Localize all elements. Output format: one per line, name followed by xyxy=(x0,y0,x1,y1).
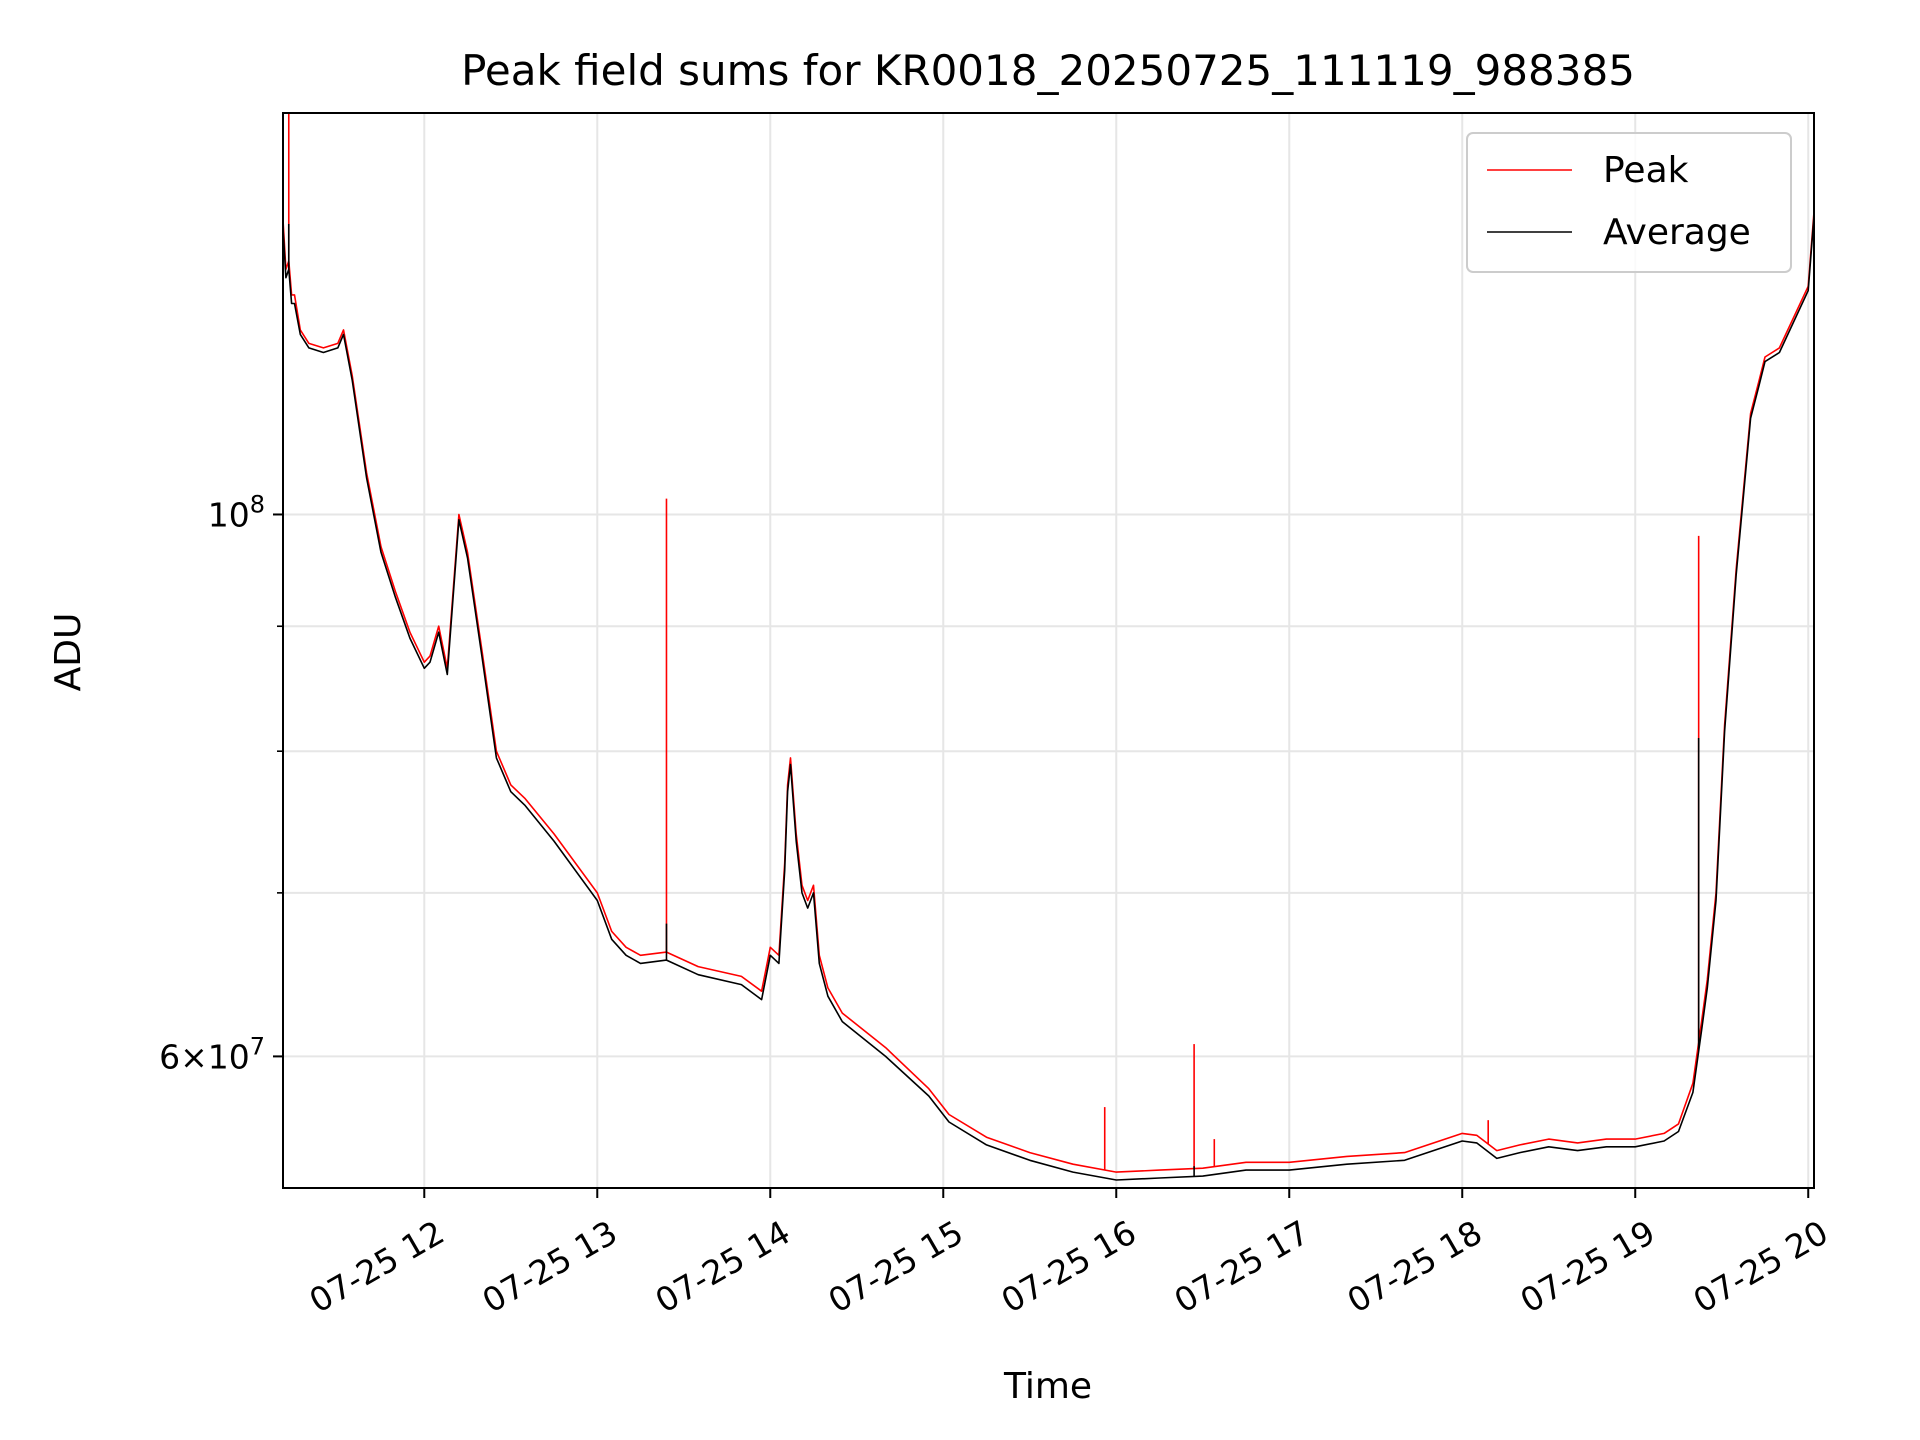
x-tick-label: 07-25 17 xyxy=(1168,1213,1316,1321)
series-layer xyxy=(282,113,1815,1181)
y-tick-label: 6×107 xyxy=(159,1032,265,1076)
x-tick-label: 07-25 15 xyxy=(822,1213,970,1321)
x-tick-label: 07-25 18 xyxy=(1341,1213,1489,1321)
x-tick-label: 07-25 19 xyxy=(1514,1213,1662,1321)
x-axis-label: Time xyxy=(1003,1366,1092,1407)
chart-title: Peak field sums for KR0018_20250725_1111… xyxy=(461,46,1635,95)
series-line-peak xyxy=(282,211,1815,1173)
legend: Peak Average xyxy=(1466,132,1792,273)
x-tick-label: 07-25 14 xyxy=(649,1213,797,1321)
x-tick-label: 07-25 16 xyxy=(995,1213,1143,1321)
y-tick-label: 108 xyxy=(208,490,265,534)
x-tick-label: 07-25 13 xyxy=(476,1213,624,1321)
legend-label-peak: Peak xyxy=(1603,150,1689,191)
plot-frame xyxy=(282,112,1815,1189)
grid-lines xyxy=(283,113,1814,1188)
legend-label-average: Average xyxy=(1603,212,1751,253)
axis-ticks: 07-25 12 07-25 13 07-25 14 07-25 15 07-25 16… xyxy=(159,490,1835,1320)
y-axis-label: ADU xyxy=(48,613,89,692)
series-line-average xyxy=(282,215,1815,1181)
legend-frame xyxy=(1466,132,1792,273)
x-tick-label: 07-25 20 xyxy=(1687,1213,1835,1321)
x-tick-label: 07-25 12 xyxy=(303,1213,451,1321)
